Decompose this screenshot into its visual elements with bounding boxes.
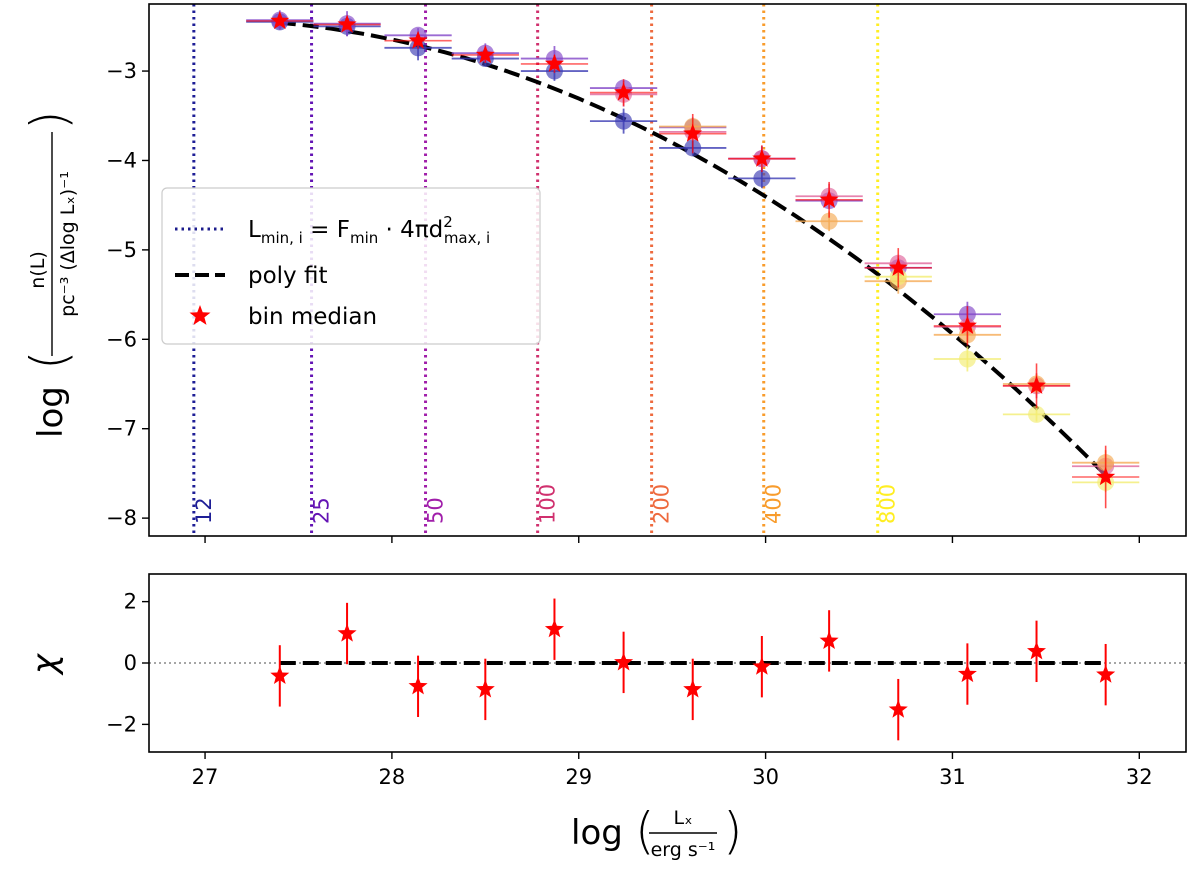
bottom-y-axis-label: χ bbox=[25, 652, 65, 676]
median-star-5 bbox=[614, 82, 634, 101]
residual-star-3 bbox=[475, 679, 495, 698]
top-ylabel-open-paren: ( bbox=[20, 350, 78, 370]
residual-star-5 bbox=[614, 652, 634, 671]
legend-lmin-sub1: min, i bbox=[261, 229, 303, 247]
sample-4-point-2 bbox=[1028, 405, 1046, 423]
top-ylabel-close-paren: ) bbox=[20, 110, 78, 130]
bottom-ytick-label-0: 2 bbox=[124, 590, 137, 614]
legend: Lmin, i = Fmin · 4πd2 max, i poly fit bin… bbox=[161, 187, 541, 345]
xlabel-denominator: erg s⁻¹ bbox=[651, 839, 716, 861]
sample-0-point-5 bbox=[615, 112, 633, 130]
distance-limit-label-800: 800 bbox=[876, 484, 900, 524]
residual-star-2 bbox=[408, 676, 428, 695]
legend-label-median: bin median bbox=[248, 304, 377, 330]
sample-3-point-1 bbox=[820, 212, 838, 230]
xlabel-numerator: Lₓ bbox=[673, 807, 692, 829]
top-y-ticks: −3 −4 −5 −6 −7 −8 bbox=[106, 59, 149, 530]
sample-4-point-1 bbox=[958, 350, 976, 368]
bottom-xtick-label-5: 32 bbox=[1126, 765, 1153, 789]
top-ylabel-log: log bbox=[31, 386, 71, 438]
bottom-xtick-label-3: 30 bbox=[752, 765, 779, 789]
median-star-3 bbox=[475, 45, 495, 64]
distance-limit-label-12: 12 bbox=[192, 497, 216, 524]
bottom-xtick-label-4: 31 bbox=[939, 765, 966, 789]
legend-lmin-L: L bbox=[248, 217, 261, 243]
top-x-ticks bbox=[204, 536, 1140, 543]
top-panel-frame bbox=[148, 3, 1187, 537]
x-axis-label: log ( Lₓ erg s⁻¹ ) bbox=[571, 802, 743, 861]
residual-star-0 bbox=[270, 665, 290, 684]
median-star-1 bbox=[337, 14, 357, 33]
distance-limit-lines: 12 25 50 100 200 400 800 bbox=[192, 4, 900, 536]
top-ytick-label-5: −8 bbox=[106, 506, 137, 530]
median-star-2 bbox=[408, 30, 428, 49]
median-star-11 bbox=[1027, 375, 1046, 394]
legend-lmin-eq: = F bbox=[303, 217, 350, 243]
median-star-12 bbox=[1096, 467, 1116, 486]
residual-star-1 bbox=[337, 623, 357, 642]
median-star-9 bbox=[888, 257, 908, 276]
top-ylabel-denominator: pc⁻³ (Δlog Lₓ)⁻¹ bbox=[57, 171, 79, 317]
legend-swatch-median bbox=[189, 305, 211, 325]
sample-0-point-7 bbox=[753, 169, 771, 187]
bottom-ytick-label-2: −2 bbox=[106, 712, 137, 736]
xlabel-open-paren: ( bbox=[635, 802, 655, 860]
top-ylabel-numerator: n(L) bbox=[27, 251, 49, 288]
residual-star-12 bbox=[1096, 664, 1116, 683]
residual-points bbox=[270, 598, 1116, 741]
distance-limit-label-400: 400 bbox=[762, 484, 786, 524]
median-star-7 bbox=[752, 148, 772, 167]
distance-limit-label-50: 50 bbox=[424, 497, 448, 524]
residual-star-10 bbox=[957, 664, 977, 683]
bottom-ytick-label-1: 0 bbox=[124, 651, 137, 675]
residual-star-11 bbox=[1027, 641, 1046, 660]
xlabel-log: log bbox=[571, 813, 623, 853]
residual-panel: 2 0 −2 27 28 29 30 31 32 χ log ( Lₓ erg s⁻¹ ) bbox=[25, 573, 1187, 861]
median-star-6 bbox=[683, 123, 703, 142]
bottom-xtick-label-1: 28 bbox=[379, 765, 406, 789]
bottom-y-ticks: 2 0 −2 bbox=[106, 590, 149, 736]
top-ytick-label-0: −3 bbox=[106, 59, 137, 83]
legend-lmin-sub2: min bbox=[350, 229, 378, 247]
top-ytick-label-4: −7 bbox=[106, 417, 137, 441]
bottom-xtick-label-2: 29 bbox=[565, 765, 592, 789]
distance-limit-label-100: 100 bbox=[536, 484, 560, 524]
legend-lmin-sub3: max, i bbox=[444, 229, 490, 247]
bin-median-points bbox=[246, 11, 1140, 509]
median-star-0 bbox=[270, 11, 290, 30]
xlabel-close-paren: ) bbox=[723, 802, 743, 860]
luminosity-function-panel: 12 25 50 100 200 400 800 −3 −4 −5 −6 −7 −8 Lmin, i … bbox=[20, 3, 1187, 543]
legend-box bbox=[161, 187, 541, 345]
top-y-axis-label: log ( n(L) pc⁻³ (Δlog Lₓ)⁻¹ ) bbox=[20, 110, 79, 438]
residual-star-9 bbox=[888, 699, 908, 718]
top-ytick-label-3: −6 bbox=[106, 327, 137, 351]
legend-lmin-sup: 2 bbox=[443, 213, 453, 231]
top-ytick-label-1: −4 bbox=[106, 148, 137, 172]
residual-star-6 bbox=[683, 679, 703, 698]
bottom-xtick-label-0: 27 bbox=[192, 765, 219, 789]
median-star-10 bbox=[957, 315, 977, 334]
residual-star-7 bbox=[752, 656, 772, 675]
median-star-8 bbox=[819, 189, 839, 208]
median-star-4 bbox=[544, 53, 564, 72]
distance-limit-label-200: 200 bbox=[650, 484, 674, 524]
top-ytick-label-2: −5 bbox=[106, 238, 137, 262]
legend-lmin-mid: · 4πd bbox=[378, 217, 443, 243]
legend-label-lmin: Lmin, i = Fmin · 4πd2 max, i bbox=[248, 213, 490, 247]
distance-limit-label-25: 25 bbox=[310, 497, 334, 524]
bottom-x-ticks: 27 28 29 30 31 32 bbox=[192, 752, 1153, 789]
residual-star-8 bbox=[819, 630, 839, 649]
legend-label-fit: poly fit bbox=[248, 263, 328, 289]
residual-star-4 bbox=[544, 619, 564, 638]
